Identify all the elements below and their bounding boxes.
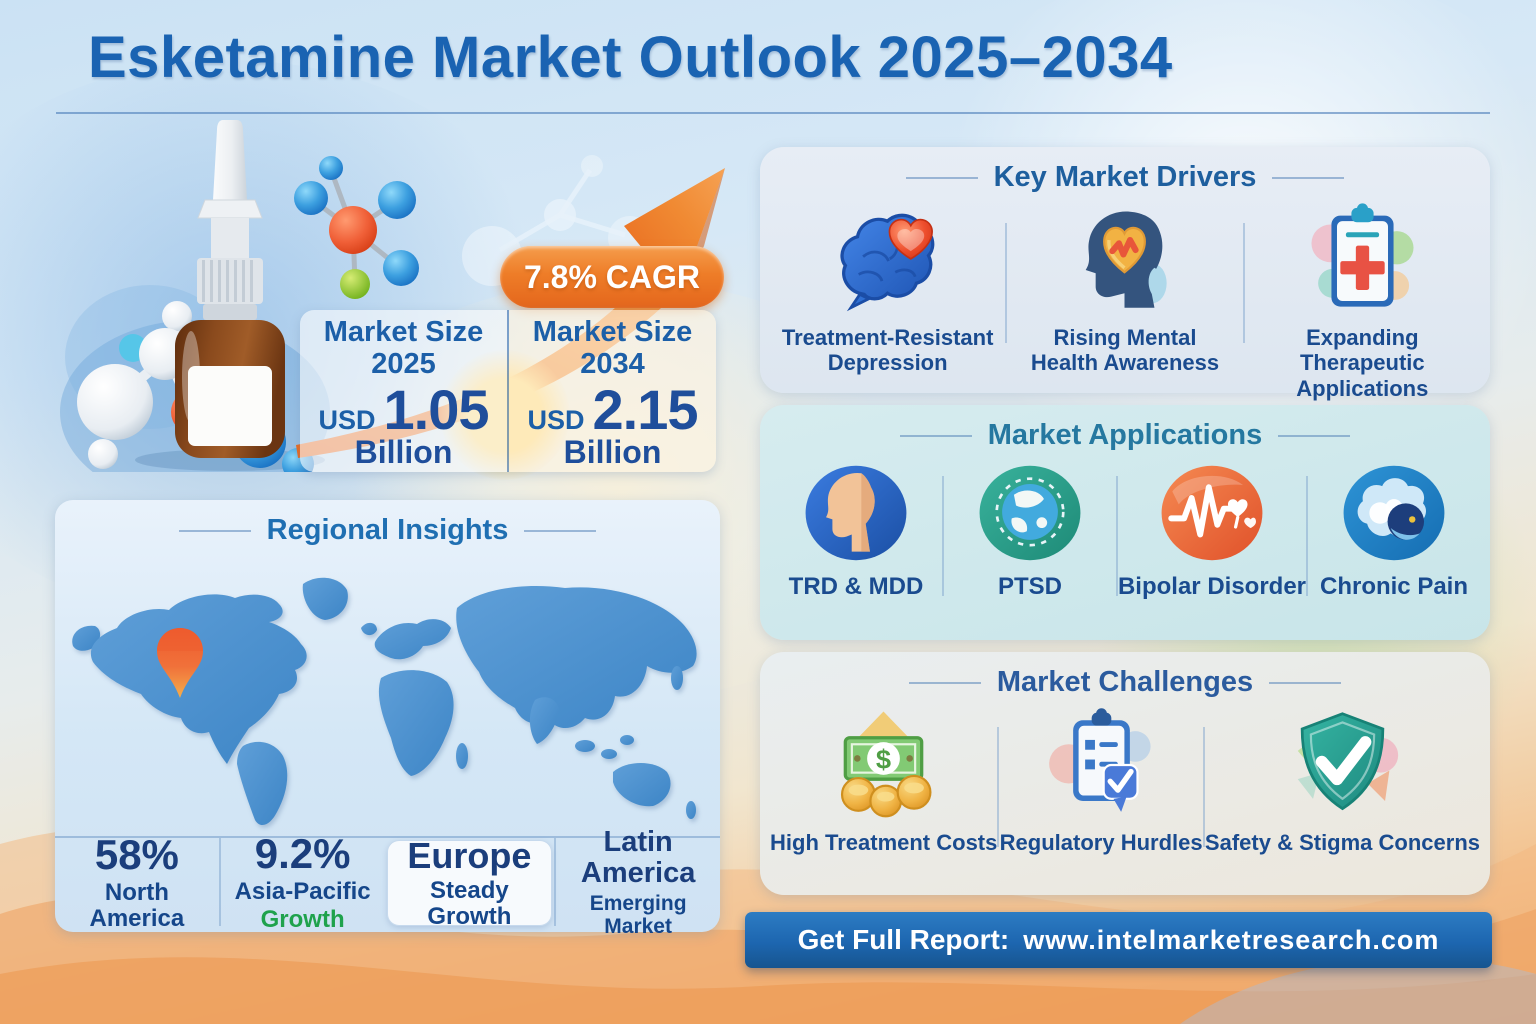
stat-north-america: 58% North America [55, 833, 219, 932]
application-label: Chronic Pain [1319, 573, 1469, 600]
panel-header: Regional Insights [55, 514, 720, 547]
head-profile-icon [797, 457, 915, 569]
stat-europe: Europe Steady Growth [386, 834, 553, 930]
regional-insights-panel: Regional Insights [55, 500, 720, 938]
item-divider [1202, 726, 1205, 847]
panel-header: Market Challenges [760, 666, 1490, 699]
application-label: PTSD [997, 573, 1062, 600]
header-dash [1278, 434, 1351, 437]
svg-text:$: $ [876, 743, 891, 774]
panel-header: Key Market Drivers [760, 161, 1490, 194]
get-full-report-bar[interactable]: Get Full Report: www.intelmarketresearch… [745, 912, 1492, 968]
spray-bottle [175, 120, 285, 458]
header-dash [899, 434, 972, 437]
title-divider [56, 112, 1490, 114]
challenge-item: $ High Treatment Costs [770, 704, 997, 887]
item-divider [1242, 223, 1245, 343]
money-pills-icon: $ [821, 704, 946, 826]
key-market-drivers-panel: Key Market Drivers [760, 147, 1490, 401]
driver-item: Treatment-Resistant Depression [770, 199, 1005, 385]
item-divider [1115, 475, 1118, 596]
challenges-title: Market Challenges [996, 666, 1254, 698]
application-label: Bipolar Disorder [1117, 573, 1307, 600]
driver-item: Expanding Therapeutic Applications [1245, 199, 1480, 401]
market-challenges-panel: Market Challenges $ [760, 652, 1490, 895]
header-dash [1272, 176, 1345, 179]
regional-stats-row: 58% North America 9.2% Asia-Pacific Grow… [55, 827, 720, 938]
market-size-title: Market Size [532, 315, 693, 348]
stat-label: Steady Growth [427, 876, 512, 930]
stat-label: North America [89, 878, 185, 932]
regional-title: Regional Insights [266, 514, 509, 546]
globe-icon [971, 457, 1089, 569]
market-applications-panel: Market Applications TRD & MDD [760, 405, 1490, 640]
driver-item: Rising Mental Health Awareness [1007, 199, 1242, 385]
currency-label: USD [318, 404, 376, 435]
market-size-2025: Market Size 2025 USD 1.05 Billion [300, 310, 507, 472]
brain-heart-icon [825, 199, 950, 321]
market-size-panel: Market Size 2025 USD 1.05 Billion Market… [300, 310, 716, 472]
item-divider [1005, 223, 1008, 343]
medical-clipboard-icon [1300, 199, 1425, 321]
stat-value: 58% [94, 830, 179, 878]
stat-value: 9.2% [254, 830, 351, 878]
item-divider [997, 726, 1000, 847]
market-size-divider [507, 310, 509, 472]
footer-label: Get Full Report: [797, 924, 1010, 955]
heartbeat-icon [1153, 457, 1271, 569]
market-size-year: 2025 [371, 347, 436, 380]
world-map [72, 577, 697, 826]
challenge-item: Regulatory Hurdles [999, 704, 1203, 887]
head-heart-icon [1062, 199, 1187, 321]
checklist-clipboard-icon [1039, 704, 1164, 826]
footer-url[interactable]: www.intelmarketresearch.com [1023, 924, 1440, 955]
challenge-label: High Treatment Costs [770, 830, 998, 855]
stat-sublabel: Growth [260, 905, 345, 933]
drivers-title: Key Market Drivers [993, 161, 1257, 193]
header-dash [524, 529, 597, 532]
header-dash [905, 176, 978, 179]
market-size-title: Market Size [323, 315, 484, 348]
application-item: Chronic Pain [1308, 457, 1480, 632]
stat-label: Asia-Pacific [234, 878, 371, 906]
stat-value: Europe [407, 834, 532, 876]
challenge-label: Regulatory Hurdles [999, 830, 1203, 855]
header-dash [178, 529, 251, 532]
stat-latin-america: Latin America Emerging Market [554, 827, 720, 938]
nasal-spray-illustration [60, 120, 419, 472]
driver-label: Expanding Therapeutic Applications [1296, 325, 1429, 401]
driver-label: Treatment-Resistant Depression [781, 325, 994, 376]
shield-check-icon [1280, 704, 1405, 826]
challenge-item: Safety & Stigma Concerns [1205, 704, 1480, 887]
item-divider [941, 475, 944, 596]
application-label: TRD & MDD [788, 573, 924, 600]
driver-label: Rising Mental Health Awareness [1030, 325, 1220, 376]
cagr-badge: 7.8% CAGR [500, 246, 724, 308]
market-size-value: 2.15 [592, 377, 699, 441]
market-size-value: 1.05 [383, 377, 490, 441]
stat-label: Emerging Market [589, 892, 687, 939]
market-size-year: 2034 [580, 347, 645, 380]
currency-label: USD [527, 404, 585, 435]
challenge-label: Safety & Stigma Concerns [1204, 830, 1480, 855]
applications-title: Market Applications [987, 419, 1263, 451]
location-pin-icon [157, 628, 203, 698]
header-dash [1269, 681, 1342, 684]
page-title: Esketamine Market Outlook 2025–2034 [88, 25, 1173, 90]
brain-cloud-icon [1335, 457, 1453, 569]
application-item: PTSD [944, 457, 1116, 632]
market-size-unit: Billion [354, 433, 453, 470]
panel-header: Market Applications [760, 419, 1490, 452]
stat-asia-pacific: 9.2% Asia-Pacific Growth [218, 833, 385, 932]
header-dash [908, 681, 981, 684]
market-size-unit: Billion [563, 433, 662, 470]
item-divider [1306, 475, 1309, 596]
market-size-2034: Market Size 2034 USD 2.15 Billion [509, 310, 716, 472]
application-item: Bipolar Disorder [1118, 457, 1306, 632]
application-item: TRD & MDD [770, 457, 942, 632]
stat-value: Latin America [580, 826, 696, 889]
